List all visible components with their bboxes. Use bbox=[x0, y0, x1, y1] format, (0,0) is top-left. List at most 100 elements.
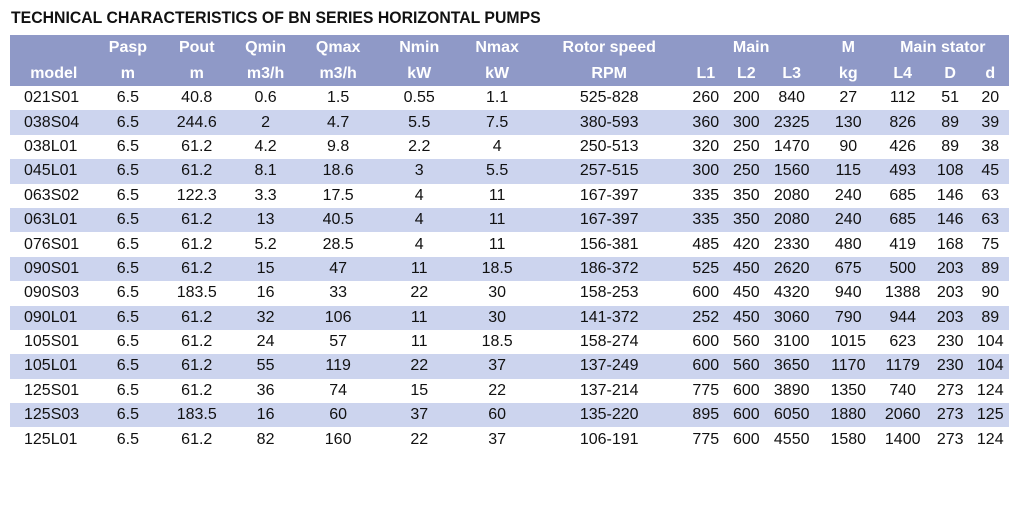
table-cell: 273 bbox=[928, 427, 972, 452]
table-cell: 124 bbox=[971, 378, 1009, 404]
table-cell: 30 bbox=[458, 281, 537, 306]
table-cell: 350 bbox=[729, 207, 764, 233]
table-cell: 38 bbox=[971, 134, 1009, 160]
table-cell: 22 bbox=[380, 281, 459, 306]
table-cell: 124 bbox=[971, 427, 1009, 452]
table-cell: 122.3 bbox=[158, 183, 236, 208]
table-cell: 61.2 bbox=[158, 329, 236, 355]
table-cell: 74 bbox=[295, 378, 381, 404]
table-cell: 4.2 bbox=[235, 134, 296, 160]
table-cell: 32 bbox=[235, 305, 296, 330]
table-cell: 24 bbox=[235, 329, 296, 355]
model-cell: 038L01 bbox=[10, 134, 98, 160]
table-cell: 380-593 bbox=[536, 110, 683, 135]
header-cell: L3 bbox=[763, 61, 820, 86]
table-cell: 146 bbox=[928, 207, 972, 233]
header-cell: m bbox=[158, 61, 236, 86]
table-cell: 104 bbox=[971, 329, 1009, 355]
table-cell: 30 bbox=[458, 305, 537, 330]
table-cell: 146 bbox=[928, 183, 972, 208]
header-row-2: model m m m3/h m3/h kW kW RPM L1 L2 L3 k… bbox=[10, 61, 1009, 86]
header-cell: Pout bbox=[158, 35, 236, 61]
table-cell: 485 bbox=[682, 232, 730, 257]
table-cell: 158-253 bbox=[536, 281, 683, 306]
table-cell: 4550 bbox=[763, 427, 820, 452]
table-cell: 450 bbox=[729, 281, 764, 306]
table-cell: 203 bbox=[928, 305, 972, 330]
table-row: 125S03 6.5 183.5 16 60 37 60 135-220 895 600 6050 1… bbox=[10, 403, 1009, 428]
table-cell: 37 bbox=[458, 427, 537, 452]
table-cell: 156-381 bbox=[536, 232, 683, 257]
table-cell: 4 bbox=[380, 207, 459, 233]
table-row: 090S01 6.5 61.2 15 47 11 18.5 186-372 525 450 2620… bbox=[10, 256, 1009, 282]
header-cell: Main stator bbox=[876, 35, 1009, 61]
header-cell: m bbox=[97, 61, 159, 86]
table-cell: 6.5 bbox=[97, 305, 159, 330]
table-row: 090L01 6.5 61.2 32 106 11 30 141-372 252 450 3060 7… bbox=[10, 305, 1009, 330]
table-cell: 3650 bbox=[763, 354, 820, 379]
table-cell: 600 bbox=[682, 329, 730, 355]
table-cell: 22 bbox=[380, 427, 459, 452]
table-row: 090S03 6.5 183.5 16 33 22 30 158-253 600 450 4320 9… bbox=[10, 281, 1009, 306]
table-cell: 183.5 bbox=[158, 403, 236, 428]
table-cell: 61.2 bbox=[158, 134, 236, 160]
table-cell: 18.5 bbox=[458, 256, 537, 282]
table-cell: 775 bbox=[682, 427, 730, 452]
table-cell: 125 bbox=[971, 403, 1009, 428]
header-cell: Qmin bbox=[235, 35, 296, 61]
header-cell: Pasp bbox=[97, 35, 159, 61]
table-cell: 6.5 bbox=[97, 378, 159, 404]
table-cell: 273 bbox=[928, 378, 972, 404]
model-cell: 045L01 bbox=[10, 159, 98, 184]
table-cell: 55 bbox=[235, 354, 296, 379]
table-cell: 40.5 bbox=[295, 207, 381, 233]
table-cell: 257-515 bbox=[536, 159, 683, 184]
table-cell: 230 bbox=[928, 354, 972, 379]
model-cell: 076S01 bbox=[10, 232, 98, 257]
table-cell: 61.2 bbox=[158, 305, 236, 330]
table-cell: 60 bbox=[295, 403, 381, 428]
table-cell: 89 bbox=[971, 256, 1009, 282]
table-cell: 940 bbox=[819, 281, 877, 306]
table-cell: 775 bbox=[682, 378, 730, 404]
header-cell: L1 bbox=[682, 61, 730, 86]
model-cell: 090S01 bbox=[10, 256, 98, 282]
table-cell: 33 bbox=[295, 281, 381, 306]
table-cell: 252 bbox=[682, 305, 730, 330]
table-cell: 1400 bbox=[876, 427, 929, 452]
table-cell: 6.5 bbox=[97, 427, 159, 452]
table-cell: 20 bbox=[971, 86, 1009, 111]
table-cell: 4 bbox=[380, 232, 459, 257]
table-cell: 685 bbox=[876, 207, 929, 233]
table-cell: 1.1 bbox=[458, 86, 537, 111]
table-cell: 108 bbox=[928, 159, 972, 184]
header-cell: RPM bbox=[536, 61, 683, 86]
model-cell: 063S02 bbox=[10, 183, 98, 208]
table-cell: 7.5 bbox=[458, 110, 537, 135]
table-cell: 18.6 bbox=[295, 159, 381, 184]
model-cell: 105S01 bbox=[10, 329, 98, 355]
table-cell: 28.5 bbox=[295, 232, 381, 257]
table-cell: 63 bbox=[971, 183, 1009, 208]
table-cell: 8.1 bbox=[235, 159, 296, 184]
table-cell: 90 bbox=[971, 281, 1009, 306]
table-cell: 350 bbox=[729, 183, 764, 208]
table-cell: 11 bbox=[458, 207, 537, 233]
table-cell: 40.8 bbox=[158, 86, 236, 111]
table-cell: 137-249 bbox=[536, 354, 683, 379]
table-cell: 186-372 bbox=[536, 256, 683, 282]
table-cell: 89 bbox=[971, 305, 1009, 330]
table-row: 063L01 6.5 61.2 13 40.5 4 11 167-397 335 350 2080 2… bbox=[10, 207, 1009, 233]
table-cell: 525-828 bbox=[536, 86, 683, 111]
header-cell: L4 bbox=[876, 61, 929, 86]
table-cell: 2080 bbox=[763, 183, 820, 208]
table-cell: 426 bbox=[876, 134, 929, 160]
header-cell: Main bbox=[682, 35, 820, 61]
table-cell: 230 bbox=[928, 329, 972, 355]
table-cell: 493 bbox=[876, 159, 929, 184]
table-cell: 0.6 bbox=[235, 86, 296, 111]
table-cell: 61.2 bbox=[158, 427, 236, 452]
table-cell: 11 bbox=[380, 256, 459, 282]
table-cell: 112 bbox=[876, 86, 929, 111]
header-cell: Nmax bbox=[458, 35, 537, 61]
